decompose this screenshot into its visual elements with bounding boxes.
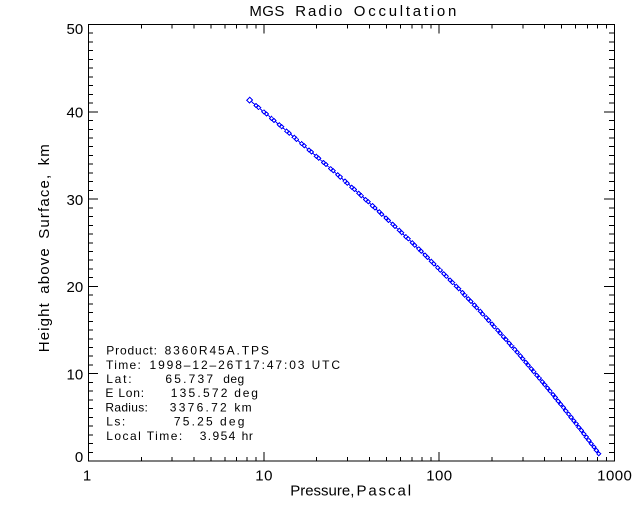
svg-text:100: 100 — [426, 467, 452, 484]
svg-text:0: 0 — [75, 449, 83, 466]
svg-text:1: 1 — [83, 467, 92, 484]
svg-text:Occultation: Occultation — [354, 3, 459, 20]
svg-text:75.25: 75.25 — [174, 415, 215, 429]
svg-text:Radius:: Radius: — [105, 400, 148, 414]
svg-text:deg: deg — [223, 372, 244, 386]
svg-text:Product:: Product: — [106, 344, 158, 358]
svg-text:Local Time:: Local Time: — [106, 429, 183, 443]
svg-text:20: 20 — [67, 279, 84, 296]
svg-text:deg: deg — [220, 415, 247, 429]
svg-text:Height above Surface, km: Height above Surface, km — [36, 143, 53, 352]
svg-text:E Lon:: E Lon: — [105, 386, 144, 400]
svg-text:50: 50 — [67, 21, 84, 38]
svg-text:Ls:: Ls: — [106, 415, 127, 429]
svg-text:hr: hr — [242, 429, 254, 443]
svg-text:10: 10 — [255, 467, 273, 484]
svg-text:8360R45A.TPS: 8360R45A.TPS — [165, 344, 271, 358]
svg-text:km: km — [234, 400, 252, 414]
svg-text:Time:: Time: — [106, 358, 142, 372]
svg-text:Pascal: Pascal — [357, 483, 413, 500]
svg-text:40: 40 — [67, 104, 84, 121]
svg-text:30: 30 — [67, 192, 84, 209]
svg-text:135.572: 135.572 — [171, 386, 230, 400]
svg-text:MGS: MGS — [249, 3, 284, 20]
svg-text:10: 10 — [67, 367, 84, 384]
svg-text:1998–12–26T17:47:03 UTC: 1998–12–26T17:47:03 UTC — [150, 358, 342, 372]
svg-text:1000: 1000 — [597, 467, 632, 484]
svg-text:Pressure,: Pressure, — [290, 483, 354, 500]
svg-text:3376.72: 3376.72 — [170, 400, 229, 414]
svg-text:deg: deg — [234, 386, 259, 400]
svg-text:Lat:: Lat: — [106, 372, 133, 386]
svg-text:3.954: 3.954 — [200, 429, 237, 443]
svg-text:Radio: Radio — [295, 3, 344, 20]
svg-text:65.737: 65.737 — [165, 372, 215, 386]
